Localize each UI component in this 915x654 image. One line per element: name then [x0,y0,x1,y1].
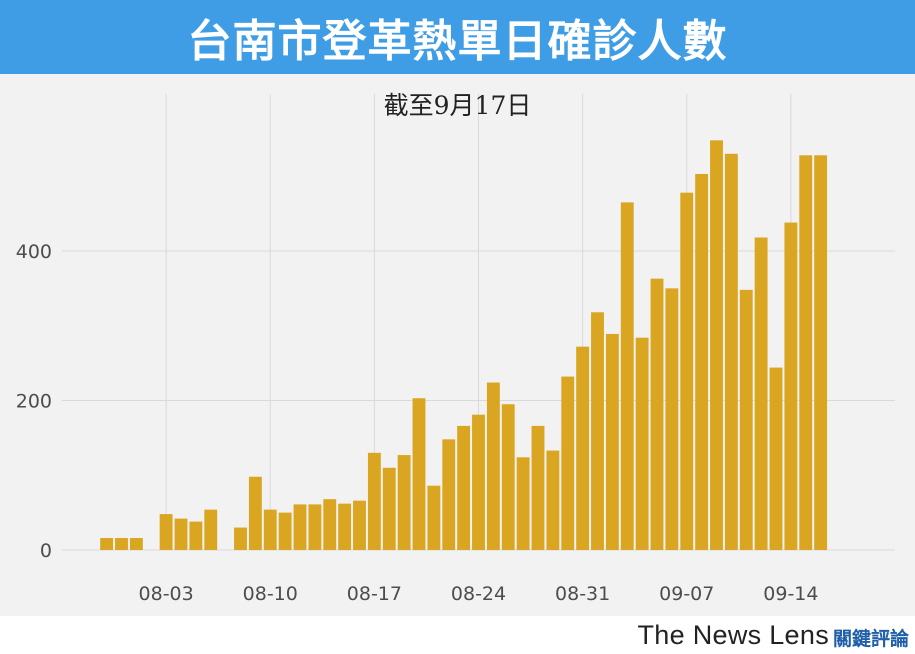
bar [501,404,515,550]
x-tick-label: 08-03 [139,583,194,605]
bar [576,346,590,550]
x-tick-label: 08-10 [243,583,298,605]
bar [680,192,694,550]
bar [115,538,128,550]
bar [710,140,723,550]
bar [323,499,337,550]
bar [189,521,203,550]
bar [159,514,173,550]
y-tick-label: 0 [40,540,52,562]
bar [234,527,247,550]
bar [338,503,352,550]
header-banner: 台南市登革熱單日確診人數 [0,0,915,74]
bar [516,457,530,550]
chart-subtitle: 截至9月17日 [383,91,532,120]
x-tick-label: 08-17 [347,583,402,605]
bar [724,153,738,550]
bar [799,155,813,550]
bar [695,173,709,550]
bar [263,509,277,550]
brand-logo-text: The News Lens [637,620,829,650]
x-tick-label: 09-14 [763,583,818,605]
bar [204,509,218,550]
bar [531,425,545,550]
bar [353,500,366,550]
bar-chart: 0 200 400 08-03 08-10 08-17 08-24 08-31 09-07 09-… [16,94,895,605]
bar [650,278,664,550]
bar [412,398,426,550]
y-tick-label: 200 [16,390,52,412]
bar [784,222,798,551]
bar [129,538,143,550]
bar [308,504,322,550]
bar [457,425,471,550]
bar [739,289,753,550]
bar [546,450,560,550]
bar [665,288,679,550]
bar [397,455,411,550]
x-tick-label: 08-24 [451,583,506,605]
plot-area: 0 200 400 08-03 08-10 08-17 08-24 08-31 09-07 09-… [0,74,915,616]
x-tick-label: 08-31 [555,583,610,605]
bar [442,439,456,550]
y-tick-label: 400 [16,241,52,263]
bar [472,414,485,550]
bar [620,202,634,551]
bar [754,237,768,550]
x-tick-label: 09-07 [659,583,714,605]
bar [174,518,188,550]
bar [248,476,262,550]
bar [382,467,396,550]
footer: The News Lens 關鍵評論 [0,616,915,654]
bar [100,538,114,550]
bar [769,367,783,550]
bar [591,312,604,550]
page-title: 台南市登革熱單日確診人數 [187,16,728,67]
brand-logo-cn: 關鍵評論 [832,628,909,650]
bar [427,485,441,550]
bar [605,333,619,550]
bar [486,382,500,550]
bar [278,512,292,550]
bar [367,452,381,550]
bar [635,337,649,550]
bar [561,376,575,550]
bar [293,504,307,550]
bar [814,155,828,550]
